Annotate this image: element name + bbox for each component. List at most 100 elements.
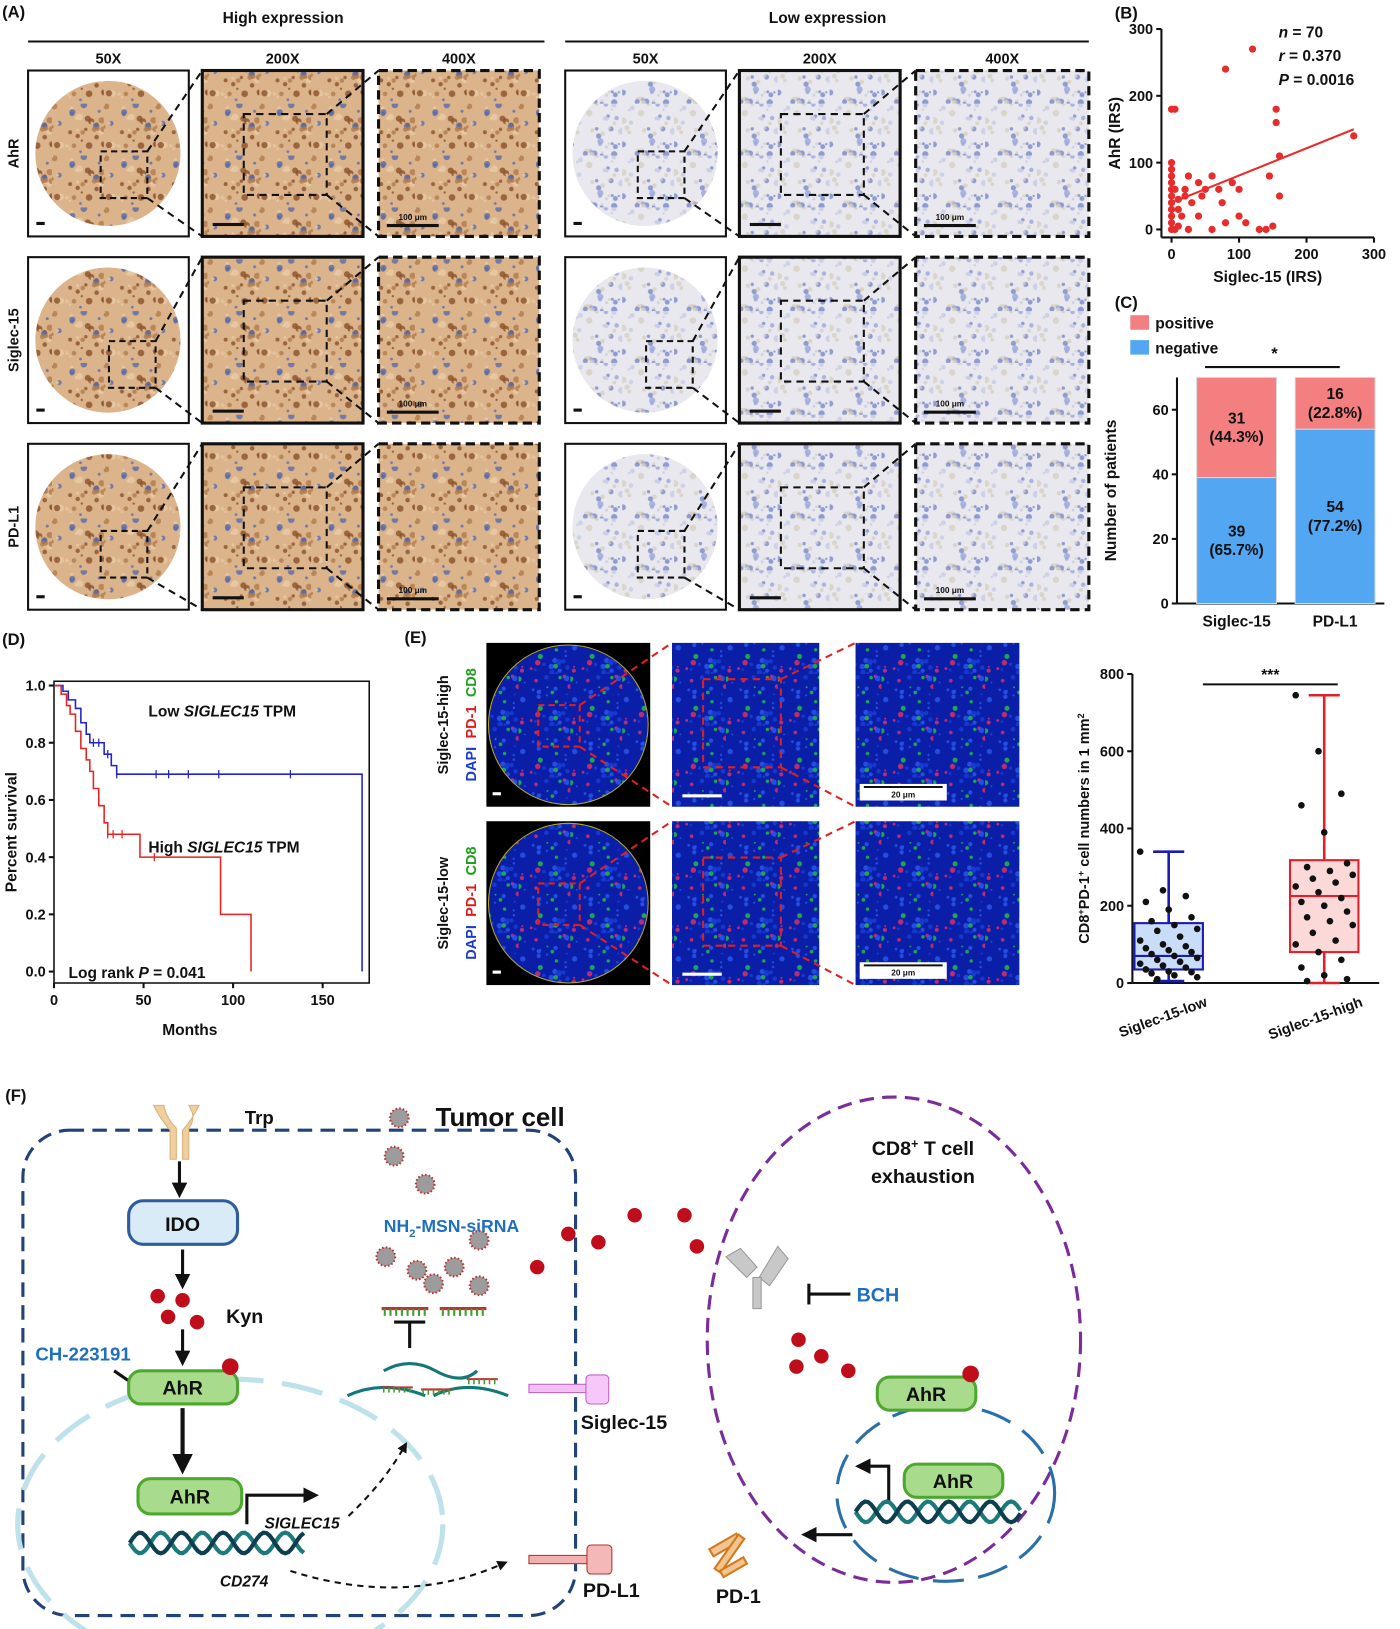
zoom-box [779,113,865,196]
tissue-core [35,267,181,413]
annotation-part: P [138,965,149,982]
point [1309,875,1317,883]
zoom-box [636,150,686,200]
zoom-line [863,256,917,302]
point [1326,867,1334,875]
y-axis-label-part: + [1076,870,1086,876]
point [1343,975,1351,983]
point [1153,927,1161,935]
series-label: High SIGLEC15 TPM [148,839,299,856]
point [1275,192,1284,200]
mrna-strand [432,1385,509,1398]
zoom-box [107,340,157,389]
point [1194,212,1203,220]
point [1320,971,1328,979]
kyn [814,1349,829,1364]
point [1208,172,1216,180]
dna-strand [853,1499,1023,1525]
series-label-part: Low [148,704,183,721]
annotation: Log rank P = 0.041 [69,965,206,982]
dashed-arrow [290,1561,508,1589]
tissue-core [572,267,718,413]
label: Trp [245,1107,274,1128]
point [1298,964,1305,971]
zoom-line [326,256,380,302]
scale-bar [386,597,439,601]
kyn-molecules [150,1288,205,1330]
y-tick-label: 800 [1100,667,1124,683]
bar-segment [1294,376,1376,430]
channel-label-part: CD8 [464,668,480,697]
annotation-part: = 70 [1288,24,1323,41]
tissue-core [35,80,181,227]
scale-bar [36,595,45,599]
zoom-line [146,576,203,611]
inhibitor-label: CH-223191 [35,1343,130,1364]
point [1349,871,1357,879]
micrograph [914,442,1091,612]
point [1332,937,1339,944]
micrograph [914,68,1091,238]
point [1136,848,1144,855]
zoom-line [863,69,917,115]
zoom-box [242,113,328,196]
micrograph [737,442,902,612]
y-tick-label: 0.8 [26,736,46,752]
point [1338,956,1345,964]
bar-segment [1196,376,1278,479]
point [1171,952,1178,960]
scale-bar [492,970,501,974]
annotation-part: P [1279,72,1290,89]
point [1248,45,1257,53]
point [1188,199,1196,207]
channel-label: DAPI PD-1 CD8 [464,847,480,960]
zoom-line [326,443,380,489]
micrograph [376,68,541,238]
scale-bar [212,222,244,227]
point [1136,937,1144,944]
fit-line [1171,128,1355,204]
y-tick-label: 0.6 [26,793,46,809]
point [1292,883,1300,890]
panel-label: (B) [1115,4,1138,23]
significance: * [1271,344,1278,363]
y-tick-label: 100 [1129,156,1153,172]
bch-target [725,1245,789,1310]
point [1338,894,1345,902]
point [1171,971,1178,979]
zoom-line [326,567,380,611]
point [1193,925,1201,933]
lobe [725,1247,758,1279]
point [1184,172,1193,180]
label: AhR [906,1384,946,1406]
x-tick-label: 50 [135,993,151,1009]
gene-label: SIGLEC15 [264,1515,340,1532]
kyn [791,1332,806,1347]
tissue-core [572,454,718,600]
point [1142,944,1150,952]
stem [713,1533,746,1575]
zoom-line [326,380,380,424]
kyn [677,1208,692,1223]
t-cell-membrane [705,1095,1083,1584]
point [1165,968,1173,975]
value-label: 31 [1228,410,1246,427]
zoom-line [326,69,380,115]
scale-label: 100 μm [936,398,965,408]
dashed-arrow [347,1442,408,1517]
y-tick-label: 20 [1153,532,1169,548]
kyn [841,1363,856,1379]
label: exhaustion [871,1166,975,1188]
point [1188,914,1195,921]
mrna-strand [346,1385,426,1398]
zoom-line [146,197,203,238]
zoom-line [780,641,856,681]
label: PD-L1 [583,1580,640,1602]
survival-curve [53,684,252,972]
kyn [689,1239,705,1254]
kyn [962,1365,979,1383]
channel-label-part: PD-1 [464,705,480,738]
y-tick-label: 0 [1161,597,1169,613]
group-title: Low expression [769,10,887,27]
